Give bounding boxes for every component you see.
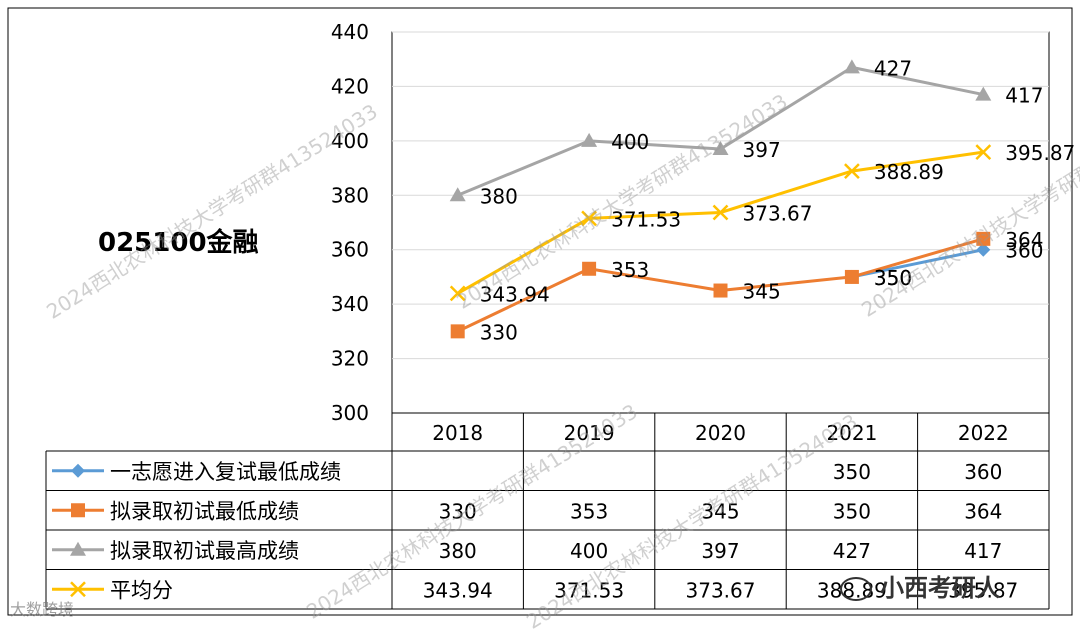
data-point <box>976 231 991 246</box>
legend-entry: 拟录取初试最高成绩 <box>110 539 299 563</box>
x-tick-label: 2018 <box>432 421 483 445</box>
data-label: 400 <box>611 130 649 154</box>
table-cell: 397 <box>701 539 739 563</box>
data-label: 395.87 <box>1005 141 1075 165</box>
data-label: 397 <box>743 138 781 162</box>
table-cell: 343.94 <box>423 578 493 602</box>
y-tick-label: 440 <box>331 20 369 44</box>
table-cell: 371.53 <box>554 578 624 602</box>
data-label: 330 <box>480 320 518 344</box>
legend-entry: 拟录取初试最低成绩 <box>110 499 299 523</box>
x-tick-label: 2021 <box>826 421 877 445</box>
data-label: 371.53 <box>611 207 681 231</box>
table-cell: 330 <box>439 499 477 523</box>
data-point <box>581 132 598 147</box>
data-label: 353 <box>611 258 649 282</box>
chart-side-title: 025100金融 <box>98 228 259 258</box>
y-tick-label: 320 <box>331 347 369 371</box>
y-tick-label: 340 <box>331 292 369 316</box>
table-cell: 417 <box>964 539 1002 563</box>
corner-watermark: 大数跨境 <box>10 600 75 619</box>
y-tick-label: 380 <box>331 183 369 207</box>
data-point <box>844 163 860 179</box>
legend-marker <box>71 463 85 478</box>
legend-marker <box>71 503 85 518</box>
data-label: 350 <box>874 266 912 290</box>
legend-marker <box>70 581 86 598</box>
data-label: 373.67 <box>743 202 813 226</box>
data-point <box>449 285 466 302</box>
data-label: 427 <box>874 56 912 80</box>
x-tick-label: 2022 <box>958 421 1009 445</box>
brand-name: 小西考研人 <box>880 574 1000 602</box>
data-point <box>449 187 466 202</box>
data-point <box>844 269 859 284</box>
data-label: 364 <box>1005 228 1043 252</box>
table-cell: 427 <box>833 539 871 563</box>
wechat-icon <box>840 577 872 601</box>
data-label: 388.89 <box>874 160 944 184</box>
y-tick-label: 300 <box>331 401 369 425</box>
table-cell: 395.87 <box>948 578 1018 602</box>
x-tick-label: 2020 <box>695 421 746 445</box>
table-cell: 400 <box>570 539 608 563</box>
series-line <box>851 248 984 279</box>
table-cell: 380 <box>439 539 477 563</box>
data-point <box>712 204 729 221</box>
data-point <box>975 86 992 101</box>
data-label: 380 <box>480 184 518 208</box>
y-tick-label: 400 <box>331 129 369 153</box>
brand-watermark: 小西考研人 <box>840 568 1000 603</box>
data-label: 345 <box>743 280 781 304</box>
table-cell: 360 <box>964 460 1002 484</box>
data-label: 350 <box>874 266 912 290</box>
data-label: 360 <box>1005 239 1043 263</box>
data-point <box>843 59 860 74</box>
y-tick-label: 420 <box>331 74 369 98</box>
data-label: 343.94 <box>480 282 550 306</box>
table-cell: 373.67 <box>686 578 756 602</box>
legend-entry: 平均分 <box>110 578 173 602</box>
outer-border <box>7 7 1073 616</box>
x-tick-label: 2019 <box>564 421 615 445</box>
table-cell: 364 <box>964 499 1002 523</box>
data-point <box>713 283 728 298</box>
data-point <box>450 324 465 339</box>
data-point <box>582 261 597 276</box>
table-cell: 350 <box>833 499 871 523</box>
table-cell: 350 <box>833 460 871 484</box>
data-point <box>976 242 991 257</box>
legend-entry: 一志愿进入复试最低成绩 <box>110 460 341 484</box>
data-point <box>712 141 729 156</box>
table-cell: 353 <box>570 499 608 523</box>
data-point <box>581 210 597 227</box>
data-label: 417 <box>1005 84 1043 108</box>
data-point <box>975 144 992 160</box>
table-cell: 345 <box>701 499 739 523</box>
y-tick-label: 360 <box>331 238 369 262</box>
legend-marker <box>70 541 86 556</box>
